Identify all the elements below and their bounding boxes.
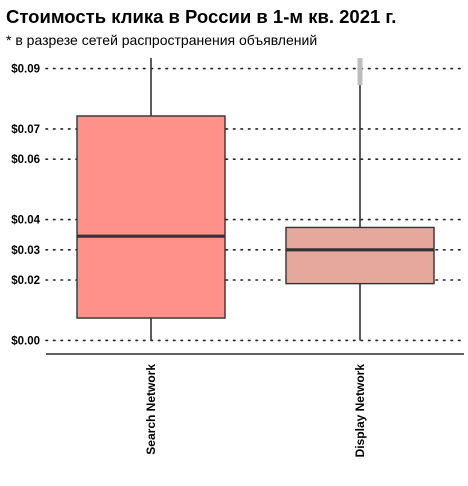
y-tick-label: $0.00 xyxy=(11,335,40,347)
chart-subtitle: * в разрезе сетей распространения объявл… xyxy=(6,32,318,48)
y-tick-label: $0.03 xyxy=(11,245,40,257)
y-tick-label: $0.09 xyxy=(11,64,40,76)
chart-title: Стоимость клика в России в 1-м кв. 2021 … xyxy=(6,6,397,27)
y-tick-label: $0.07 xyxy=(11,124,40,136)
y-tick-label: $0.06 xyxy=(11,154,40,166)
box-1 xyxy=(285,226,435,285)
box-0 xyxy=(76,115,226,319)
y-tick-label: $0.02 xyxy=(11,275,40,287)
x-tick-label: Search Network xyxy=(144,364,158,455)
x-tick-label: Display Network xyxy=(353,364,367,458)
y-tick-label: $0.04 xyxy=(11,215,40,227)
